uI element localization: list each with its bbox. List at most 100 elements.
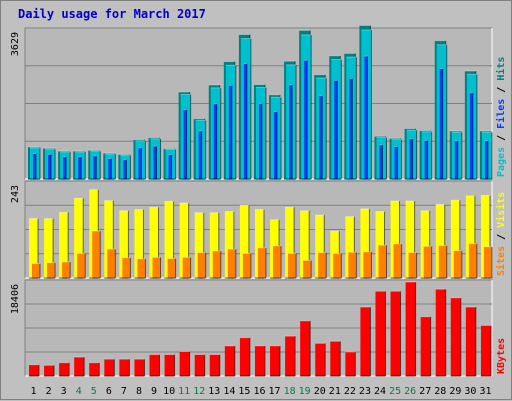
- y-max-label-visits-sites: 243: [10, 185, 21, 203]
- bar-sites-day-6: [107, 248, 116, 279]
- bar-sites-day-24: [378, 244, 387, 279]
- bar-kbytes-day-21: [330, 340, 341, 377]
- bar-files-day-19: [304, 59, 308, 180]
- legend-label-separator: /: [496, 129, 507, 147]
- x-tick-label-day-27: 27: [419, 386, 431, 397]
- bar-files-day-7: [123, 159, 127, 180]
- chart-title: Daily usage for March 2017: [18, 7, 206, 21]
- bar-kbytes-day-30: [465, 306, 477, 377]
- bar-files-day-9: [153, 145, 158, 180]
- bar-files-day-4: [78, 156, 82, 180]
- x-tick-label-day-5: 5: [91, 386, 97, 397]
- bar-sites-day-14: [227, 248, 237, 279]
- bar-kbytes-day-5: [89, 362, 100, 377]
- x-tick-label-day-21: 21: [329, 386, 341, 397]
- bar-sites-day-29: [453, 250, 463, 279]
- bar-kbytes-day-20: [315, 342, 326, 377]
- legend-label-files: Files: [495, 99, 507, 129]
- bar-sites-day-15: [242, 252, 252, 279]
- bar-kbytes-day-28: [435, 288, 447, 377]
- bar-files-day-16: [258, 102, 263, 180]
- bar-files-day-24: [379, 144, 383, 180]
- legend-kbytes: KBytes: [496, 338, 507, 374]
- x-tick-label-day-19: 19: [299, 386, 311, 397]
- bar-files-day-29: [454, 140, 459, 180]
- bar-sites-day-21: [333, 252, 342, 279]
- bar-sites-day-1: [32, 263, 41, 279]
- bar-files-day-23: [364, 55, 368, 180]
- bar-kbytes-day-25: [390, 290, 402, 377]
- bar-files-day-21: [334, 79, 338, 180]
- x-tick-label-day-30: 30: [464, 386, 476, 397]
- bar-kbytes-day-9: [149, 354, 161, 377]
- bar-kbytes-day-17: [270, 345, 281, 377]
- x-tick-label-day-22: 22: [344, 386, 356, 397]
- bar-kbytes-day-11: [179, 350, 191, 377]
- bar-kbytes-day-19: [300, 320, 311, 377]
- bar-kbytes-day-29: [450, 297, 462, 377]
- bar-files-day-25: [394, 146, 399, 180]
- x-tick-label-day-14: 14: [223, 386, 235, 397]
- bar-sites-day-10: [167, 257, 177, 279]
- bar-kbytes-day-24: [375, 290, 386, 377]
- x-tick-label-day-3: 3: [61, 386, 67, 397]
- x-tick-label-day-16: 16: [253, 386, 265, 397]
- bar-files-day-10: [168, 154, 173, 180]
- bar-sites-day-19: [303, 259, 312, 279]
- bar-files-day-20: [319, 95, 323, 180]
- bar-kbytes-day-26: [405, 281, 417, 377]
- x-tick-label-day-11: 11: [178, 386, 190, 397]
- x-tick-label-day-18: 18: [284, 386, 296, 397]
- bar-files-day-13: [213, 103, 218, 180]
- x-tick-label-day-7: 7: [121, 386, 127, 397]
- bar-kbytes-day-27: [420, 316, 432, 377]
- x-tick-label-day-1: 1: [31, 386, 37, 397]
- bar-files-day-28: [439, 68, 444, 180]
- bar-kbytes-day-23: [360, 306, 371, 377]
- bar-sites-day-9: [152, 256, 162, 279]
- bar-kbytes-day-15: [239, 337, 251, 377]
- x-tick-label-day-24: 24: [374, 386, 386, 397]
- x-tick-label-day-28: 28: [434, 386, 446, 397]
- bar-files-day-11: [183, 109, 188, 180]
- bar-kbytes-day-16: [254, 345, 266, 377]
- x-tick-label-day-13: 13: [208, 386, 220, 397]
- bar-kbytes-day-22: [345, 351, 356, 377]
- bar-sites-day-3: [62, 261, 71, 279]
- legend-hits-files-pages: Pages / Files / Hits: [495, 57, 507, 177]
- bar-kbytes-day-14: [224, 345, 236, 377]
- bar-sites-day-13: [212, 250, 222, 279]
- x-tick-label-day-25: 25: [389, 386, 401, 397]
- bar-files-day-26: [409, 138, 414, 180]
- x-tick-label-day-9: 9: [151, 386, 157, 397]
- x-tick-label-day-20: 20: [314, 386, 326, 397]
- x-tick-label-day-6: 6: [106, 386, 112, 397]
- bar-sites-day-20: [318, 252, 327, 279]
- bar-sites-day-25: [393, 243, 403, 279]
- y-max-label-kbytes: 18406: [10, 284, 21, 314]
- bar-kbytes-day-13: [209, 354, 221, 377]
- bar-sites-day-5: [92, 230, 101, 279]
- bar-files-day-30: [469, 92, 474, 180]
- bar-files-day-1: [33, 153, 37, 180]
- x-tick-label-day-12: 12: [193, 386, 205, 397]
- bar-sites-day-7: [122, 257, 131, 279]
- bar-sites-day-11: [182, 256, 192, 279]
- x-tick-label-day-31: 31: [479, 386, 491, 397]
- legend-label-pages: Pages: [496, 147, 507, 177]
- bar-kbytes-day-4: [74, 356, 85, 377]
- bar-files-day-31: [484, 140, 489, 180]
- bar-kbytes-day-31: [480, 324, 492, 377]
- bar-files-day-12: [198, 130, 203, 180]
- bar-sites-day-18: [288, 252, 297, 279]
- bar-files-day-2: [48, 153, 52, 180]
- x-tick-label-day-4: 4: [76, 386, 82, 397]
- bar-files-day-18: [289, 84, 293, 180]
- legend-label-hits: Hits: [495, 57, 507, 81]
- bar-files-day-15: [243, 63, 248, 180]
- bar-kbytes-day-1: [29, 364, 40, 377]
- bar-kbytes-day-12: [194, 354, 206, 377]
- bar-kbytes-day-8: [134, 358, 145, 377]
